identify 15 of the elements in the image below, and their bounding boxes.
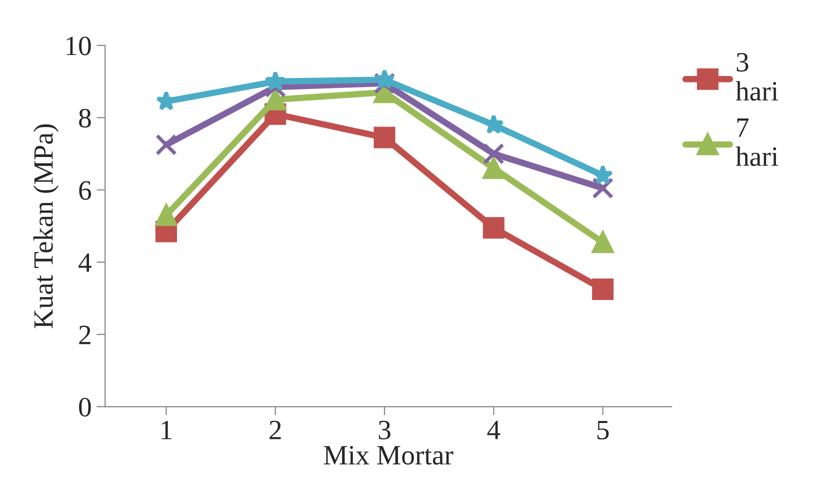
- x-tick-label: 5: [597, 420, 609, 440]
- y-axis-title: Kuat Tekan (MPa): [33, 124, 59, 328]
- x-axis-title: Mix Mortar: [324, 446, 454, 465]
- legend-label: 3 hari: [736, 52, 778, 101]
- y-tick-label: 4: [78, 254, 92, 272]
- x-tick-label: 2: [270, 420, 281, 440]
- y-tick-label: 10: [66, 36, 91, 56]
- y-tick-label: 6: [79, 181, 92, 200]
- x-tick-label: 1: [162, 420, 172, 440]
- y-tick-label: 8: [79, 108, 91, 128]
- x-tick-label: 3: [378, 420, 390, 440]
- y-tick-label: 2: [79, 326, 90, 344]
- legend-label: 7 hari: [736, 118, 778, 166]
- y-tick-label: 0: [79, 398, 91, 417]
- x-tick-label: 4: [487, 420, 500, 440]
